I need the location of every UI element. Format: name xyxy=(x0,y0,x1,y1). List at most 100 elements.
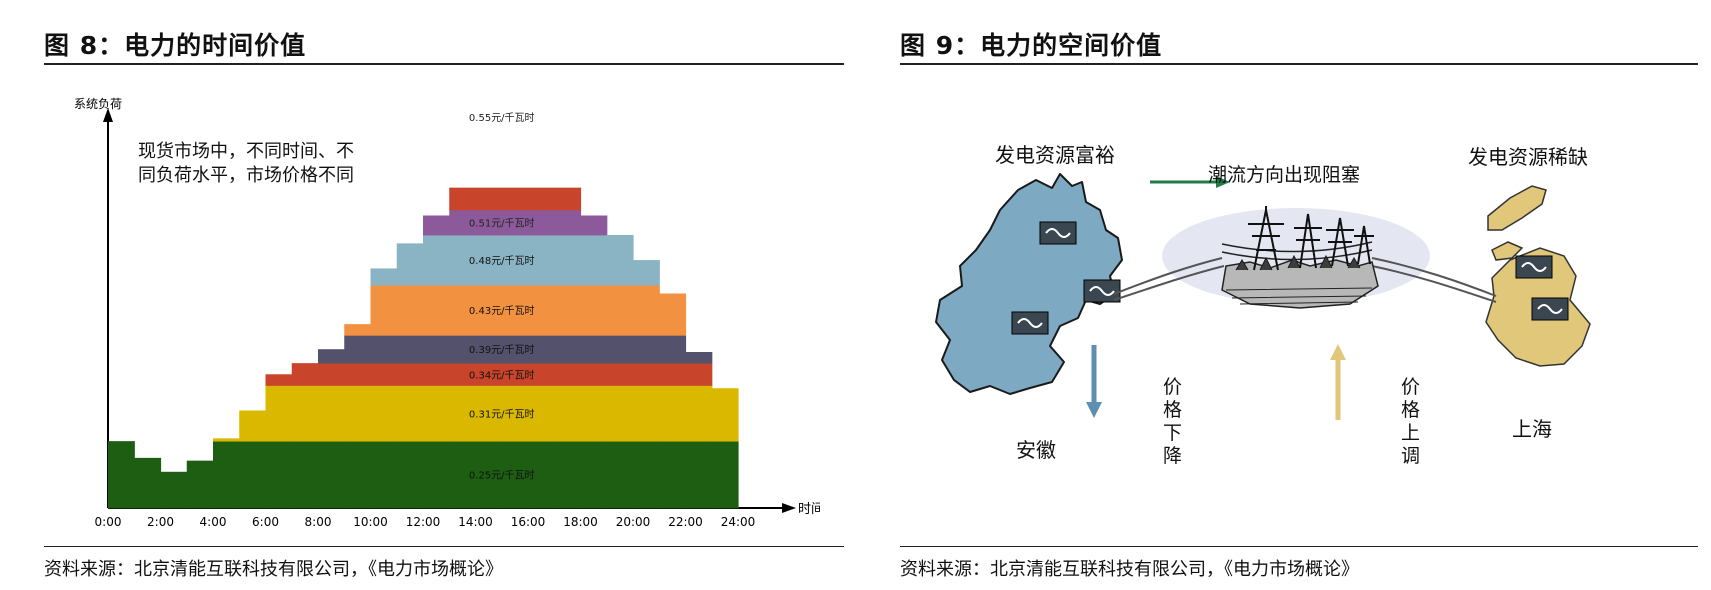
load-segment xyxy=(423,363,450,386)
x-tick-label: 2:00 xyxy=(147,515,174,529)
load-segment xyxy=(239,410,267,442)
load-segment xyxy=(396,441,424,509)
x-tick-label: 10:00 xyxy=(353,515,388,529)
load-segment xyxy=(528,335,555,364)
x-tick-label: 4:00 xyxy=(200,515,227,529)
load-segment xyxy=(528,285,555,336)
figure8-source-rule xyxy=(44,546,844,547)
load-segment xyxy=(659,441,687,509)
load-segment xyxy=(344,385,372,442)
load-segment xyxy=(134,457,162,509)
load-segment xyxy=(423,335,450,364)
load-segment xyxy=(554,335,582,364)
load-price-chart: 系统负荷 时间 0.25元/千瓦时 0.31元/千瓦时 0.34元/千瓦时 0.39元… xyxy=(74,97,820,529)
load-segment xyxy=(528,209,555,236)
load-segment xyxy=(370,385,398,442)
load-segment xyxy=(449,235,477,286)
load-segment xyxy=(475,385,503,442)
right-region-label: 上海 xyxy=(1512,417,1552,441)
spatial-value-diagram xyxy=(935,173,1591,420)
price-up-label: 价格上调 xyxy=(1401,376,1421,467)
shanghai-island-map xyxy=(1487,185,1547,231)
load-segment xyxy=(370,285,398,336)
price-band-label: 0.51元/千瓦时 xyxy=(469,217,535,229)
load-segment xyxy=(711,441,739,509)
load-segment xyxy=(606,363,634,386)
load-segment xyxy=(633,441,660,509)
load-segment xyxy=(396,335,424,364)
x-tick-label: 24:00 xyxy=(721,515,756,529)
load-segment xyxy=(501,209,529,236)
load-segment xyxy=(475,187,503,211)
load-segment xyxy=(291,441,319,509)
load-segment xyxy=(370,363,398,386)
load-segment xyxy=(554,285,582,336)
load-segment xyxy=(659,293,687,336)
x-tick-label: 14:00 xyxy=(458,515,493,529)
load-segment xyxy=(239,441,267,509)
generator-icon xyxy=(1083,279,1121,303)
load-segment xyxy=(265,385,293,442)
load-segment xyxy=(554,187,582,211)
load-segment xyxy=(580,235,608,286)
load-segment xyxy=(475,335,503,364)
load-segment xyxy=(633,335,660,364)
load-segment xyxy=(501,335,529,364)
price-band-label: 0.34元/千瓦时 xyxy=(469,369,535,381)
load-segment xyxy=(554,209,582,236)
load-segment xyxy=(606,385,634,442)
load-segment xyxy=(213,438,240,442)
load-segment xyxy=(318,441,345,509)
left-heading: 发电资源富裕 xyxy=(995,143,1115,167)
load-segment xyxy=(554,385,582,442)
x-axis-arrow xyxy=(782,503,796,513)
load-segment xyxy=(554,441,582,509)
load-segment xyxy=(633,363,660,386)
load-segment xyxy=(318,385,345,442)
load-segment xyxy=(318,349,345,364)
load-segment xyxy=(501,285,529,336)
load-segment xyxy=(396,285,424,336)
price-band-label: 0.55元/千瓦时 xyxy=(469,112,535,124)
load-segment xyxy=(291,385,319,442)
load-segment xyxy=(606,335,634,364)
load-segment xyxy=(423,441,450,509)
x-tick-label: 12:00 xyxy=(406,515,441,529)
price-band-label: 0.48元/千瓦时 xyxy=(469,255,535,267)
load-segment xyxy=(449,441,477,509)
load-segment xyxy=(160,471,188,509)
load-segment xyxy=(475,285,503,336)
load-segment xyxy=(606,441,634,509)
load-segment xyxy=(711,388,739,442)
load-segment xyxy=(501,385,529,442)
annotation-line-1: 现货市场中，不同时间、不 xyxy=(138,141,354,162)
figure9-source: 资料来源：北京清能互联科技有限公司，《电力市场概论》 xyxy=(900,559,1359,580)
load-segment xyxy=(685,352,713,364)
figure9-source-rule xyxy=(900,546,1698,547)
load-segment xyxy=(108,441,135,509)
load-segment xyxy=(186,460,214,509)
x-tick-label: 22:00 xyxy=(668,515,703,529)
price-band-label: 0.31元/千瓦时 xyxy=(469,408,535,420)
load-segment xyxy=(501,441,529,509)
load-segment xyxy=(423,385,450,442)
load-segment xyxy=(449,285,477,336)
x-axis-label: 时间 xyxy=(798,502,820,517)
load-segment xyxy=(475,235,503,286)
load-segment xyxy=(501,187,529,211)
shanghai-small-island-map xyxy=(1491,241,1524,261)
load-segment xyxy=(633,285,660,336)
load-segment xyxy=(580,363,608,386)
load-segment xyxy=(344,335,372,364)
load-segment xyxy=(265,441,293,509)
load-segment xyxy=(659,335,687,364)
load-segment xyxy=(475,209,503,236)
load-segment xyxy=(606,285,634,336)
load-segment xyxy=(580,335,608,364)
load-segment xyxy=(265,374,293,386)
load-segment xyxy=(580,441,608,509)
right-heading: 发电资源稀缺 xyxy=(1468,145,1588,169)
load-segment xyxy=(633,260,660,286)
load-segment xyxy=(370,268,398,286)
price-up-arrow-head xyxy=(1330,344,1346,360)
